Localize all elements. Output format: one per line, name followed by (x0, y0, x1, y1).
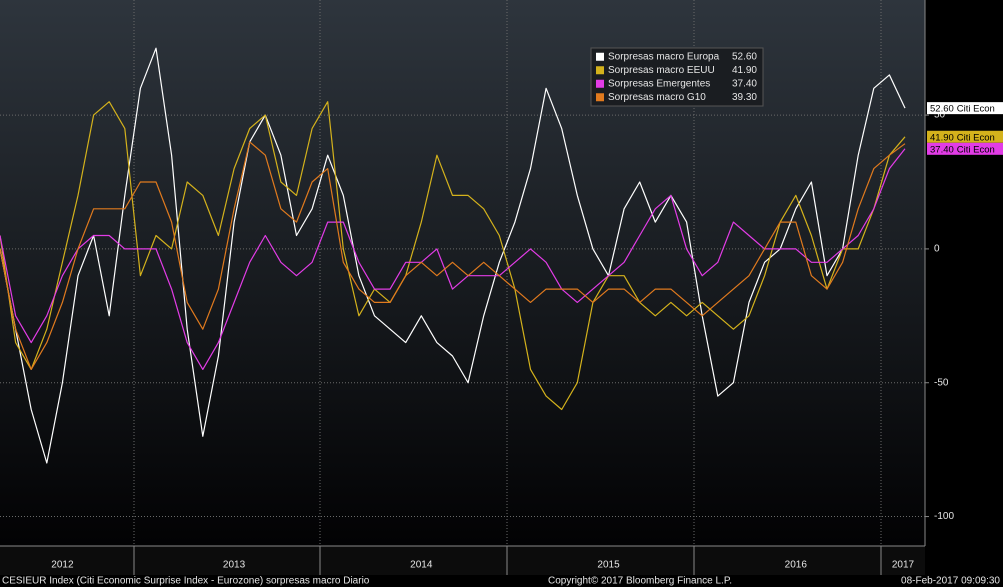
series-layer (0, 47, 925, 518)
legend-swatch (596, 52, 604, 61)
legend-swatch (596, 93, 604, 102)
value-tag-box (927, 130, 1003, 143)
footer-left: CESIEUR Index (Citi Economic Surprise In… (2, 576, 370, 587)
value-tag: 41.90 Citi Econ (927, 130, 1003, 143)
legend-value: 39.30 (732, 92, 757, 103)
series-line (0, 141, 906, 370)
series-line (0, 47, 906, 464)
legend-value: 41.90 (732, 65, 757, 76)
x-tick-label: 2012 (51, 560, 74, 571)
tag-label: Citi Econ (957, 103, 995, 114)
footer-center: Copyright© 2017 Bloomberg Finance L.P. (548, 576, 732, 587)
y-tick-label: 0 (934, 244, 940, 255)
legend-value: 52.60 (732, 51, 757, 62)
legend-label: Sorpresas macro Europa (608, 51, 720, 62)
value-tag-box (927, 102, 1003, 115)
y-tick-label: -100 (934, 511, 954, 522)
x-tick-label: 2016 (785, 560, 808, 571)
legend-value: 37.40 (732, 78, 757, 89)
value-label: 41.90 (930, 132, 954, 143)
x-tick-label: 2013 (223, 560, 246, 571)
legend-label: Sorpresas Emergentes (608, 78, 710, 89)
value-tag-label: 41.90 Citi Econ (930, 132, 995, 143)
legend-swatch (596, 66, 604, 75)
series-line (0, 148, 906, 370)
x-tick-label: 2015 (597, 560, 620, 571)
y-tick-label: -50 (934, 377, 949, 388)
legend: Sorpresas macro Europa 52.60 Sorpresas mac… (590, 47, 764, 107)
year-ticks (133, 546, 882, 575)
value-tag-label: 37.40 Citi Econ (930, 144, 995, 155)
tag-label: Citi Econ (957, 132, 995, 143)
legend-label: Sorpresas macro EEUU (608, 65, 715, 76)
value-tag: 37.40 Citi Econ (927, 142, 1003, 155)
tag-label: Citi Econ (957, 144, 995, 155)
value-tag: 52.60 Citi Econ (927, 102, 1003, 114)
value-label: 37.40 (930, 144, 954, 155)
legend-box (590, 47, 764, 107)
x-tick-label: 2014 (410, 560, 433, 571)
plot-background (0, 0, 925, 546)
value-label: 52.60 (930, 103, 954, 114)
legend-label: Sorpresas macro G10 (608, 92, 706, 103)
footer-right: 08-Feb-2017 09:09:30 (901, 576, 1000, 587)
value-tag-box (927, 142, 1003, 155)
y-tick-label: 50 (934, 110, 946, 121)
value-tag-label: 52.60 Citi Econ (930, 103, 995, 114)
legend-swatch (596, 79, 604, 88)
x-tick-label: 2017 (892, 560, 915, 571)
x-axis-band (0, 546, 925, 575)
